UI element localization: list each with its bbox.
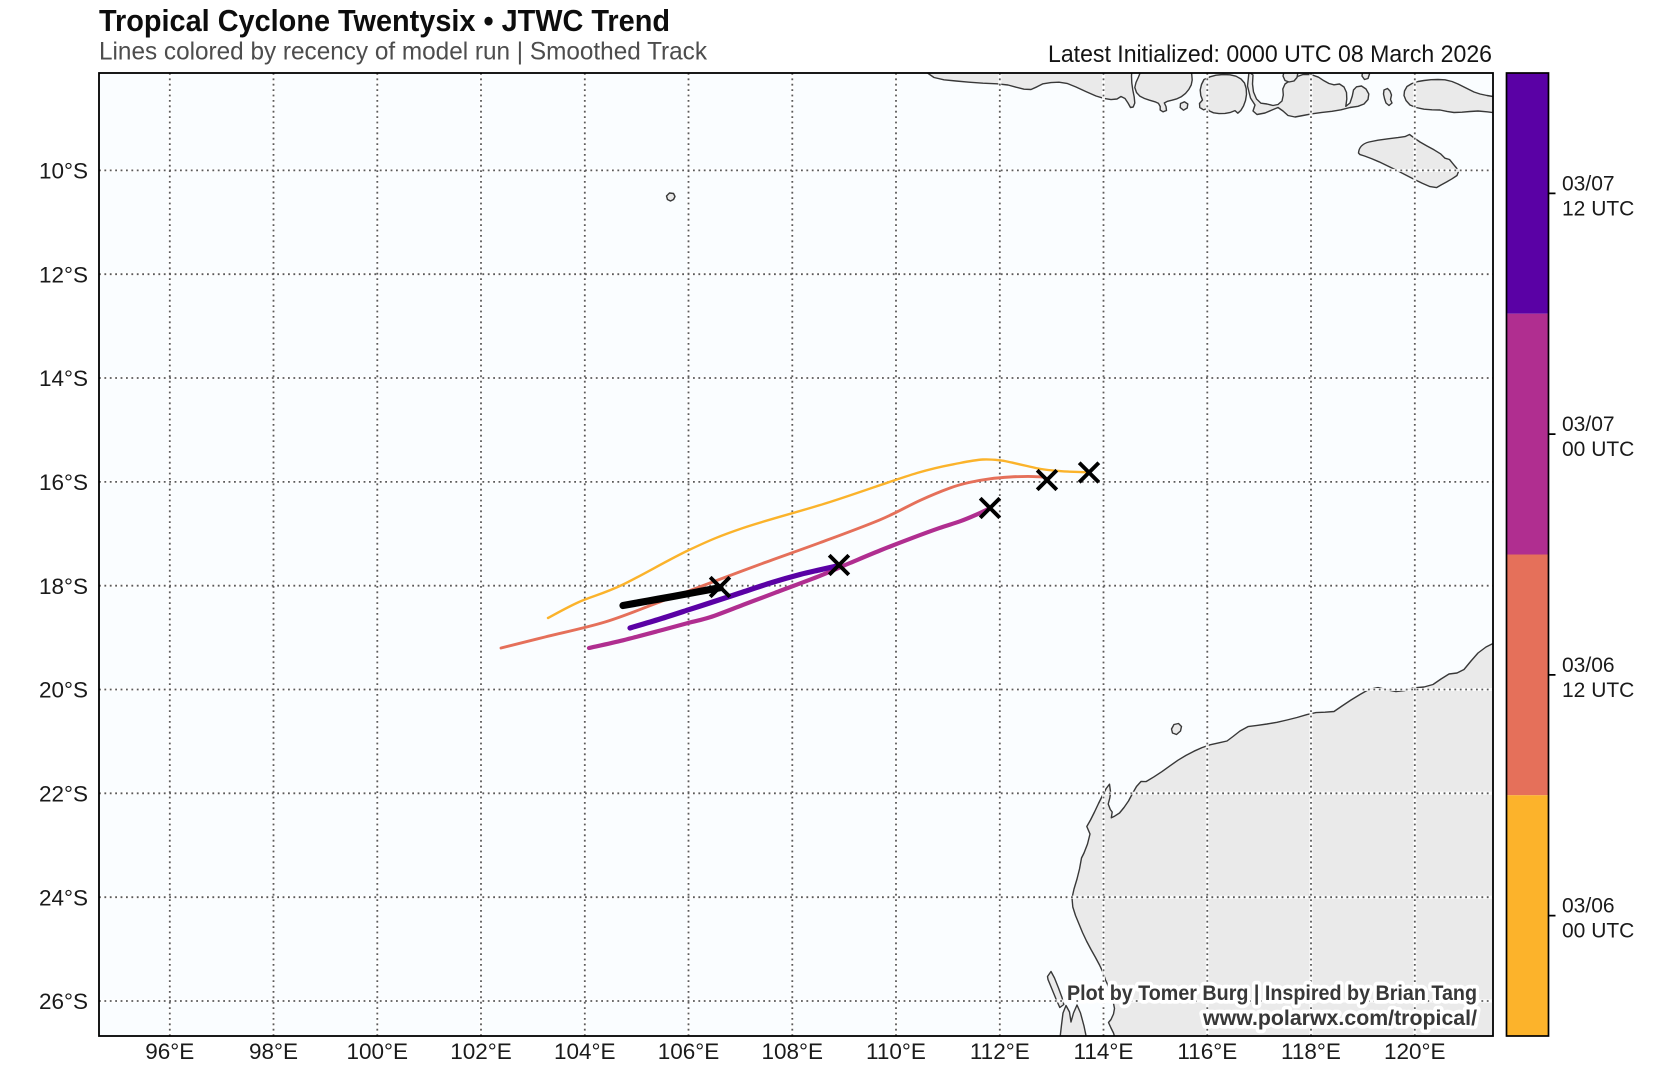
svg-text:106°E: 106°E: [658, 1039, 720, 1064]
svg-text:98°E: 98°E: [249, 1039, 298, 1064]
svg-text:16°S: 16°S: [39, 470, 88, 495]
svg-text:104°E: 104°E: [554, 1039, 616, 1064]
svg-text:96°E: 96°E: [145, 1039, 194, 1064]
svg-text:18°S: 18°S: [39, 574, 88, 599]
svg-text:14°S: 14°S: [39, 366, 88, 391]
svg-text:www.polarwx.com/tropical/: www.polarwx.com/tropical/: [1202, 1006, 1477, 1030]
svg-text:Tropical Cyclone Twentysix • J: Tropical Cyclone Twentysix • JTWC Trend: [99, 4, 670, 38]
svg-text:114°E: 114°E: [1074, 1039, 1134, 1064]
svg-text:100°E: 100°E: [347, 1039, 409, 1064]
svg-text:112°E: 112°E: [970, 1039, 1030, 1064]
svg-text:03/06: 03/06: [1562, 895, 1615, 918]
svg-text:03/07: 03/07: [1562, 413, 1615, 436]
svg-text:22°S: 22°S: [39, 782, 88, 807]
svg-text:03/07: 03/07: [1562, 172, 1615, 195]
svg-text:108°E: 108°E: [762, 1039, 824, 1064]
svg-text:Lines colored by recency of mo: Lines colored by recency of model run | …: [99, 38, 707, 66]
svg-text:Plot by Tomer Burg | Inspired: Plot by Tomer Burg | Inspired by Brian T…: [1067, 981, 1477, 1005]
svg-text:12°S: 12°S: [39, 262, 88, 287]
svg-text:120°E: 120°E: [1384, 1039, 1446, 1064]
svg-text:20°S: 20°S: [39, 678, 88, 703]
svg-text:110°E: 110°E: [866, 1039, 926, 1064]
svg-text:102°E: 102°E: [450, 1039, 512, 1064]
svg-text:10°S: 10°S: [39, 159, 88, 184]
svg-text:00 UTC: 00 UTC: [1562, 438, 1634, 461]
svg-text:00 UTC: 00 UTC: [1562, 920, 1634, 943]
svg-text:12 UTC: 12 UTC: [1562, 679, 1634, 702]
svg-text:12 UTC: 12 UTC: [1562, 197, 1634, 220]
svg-text:26°S: 26°S: [39, 989, 88, 1014]
svg-text:03/06: 03/06: [1562, 654, 1615, 677]
svg-text:Latest Initialized: 0000 UTC 0: Latest Initialized: 0000 UTC 08 March 20…: [1048, 41, 1492, 68]
svg-text:24°S: 24°S: [39, 885, 88, 910]
svg-text:118°E: 118°E: [1281, 1039, 1341, 1064]
svg-text:116°E: 116°E: [1177, 1039, 1237, 1064]
